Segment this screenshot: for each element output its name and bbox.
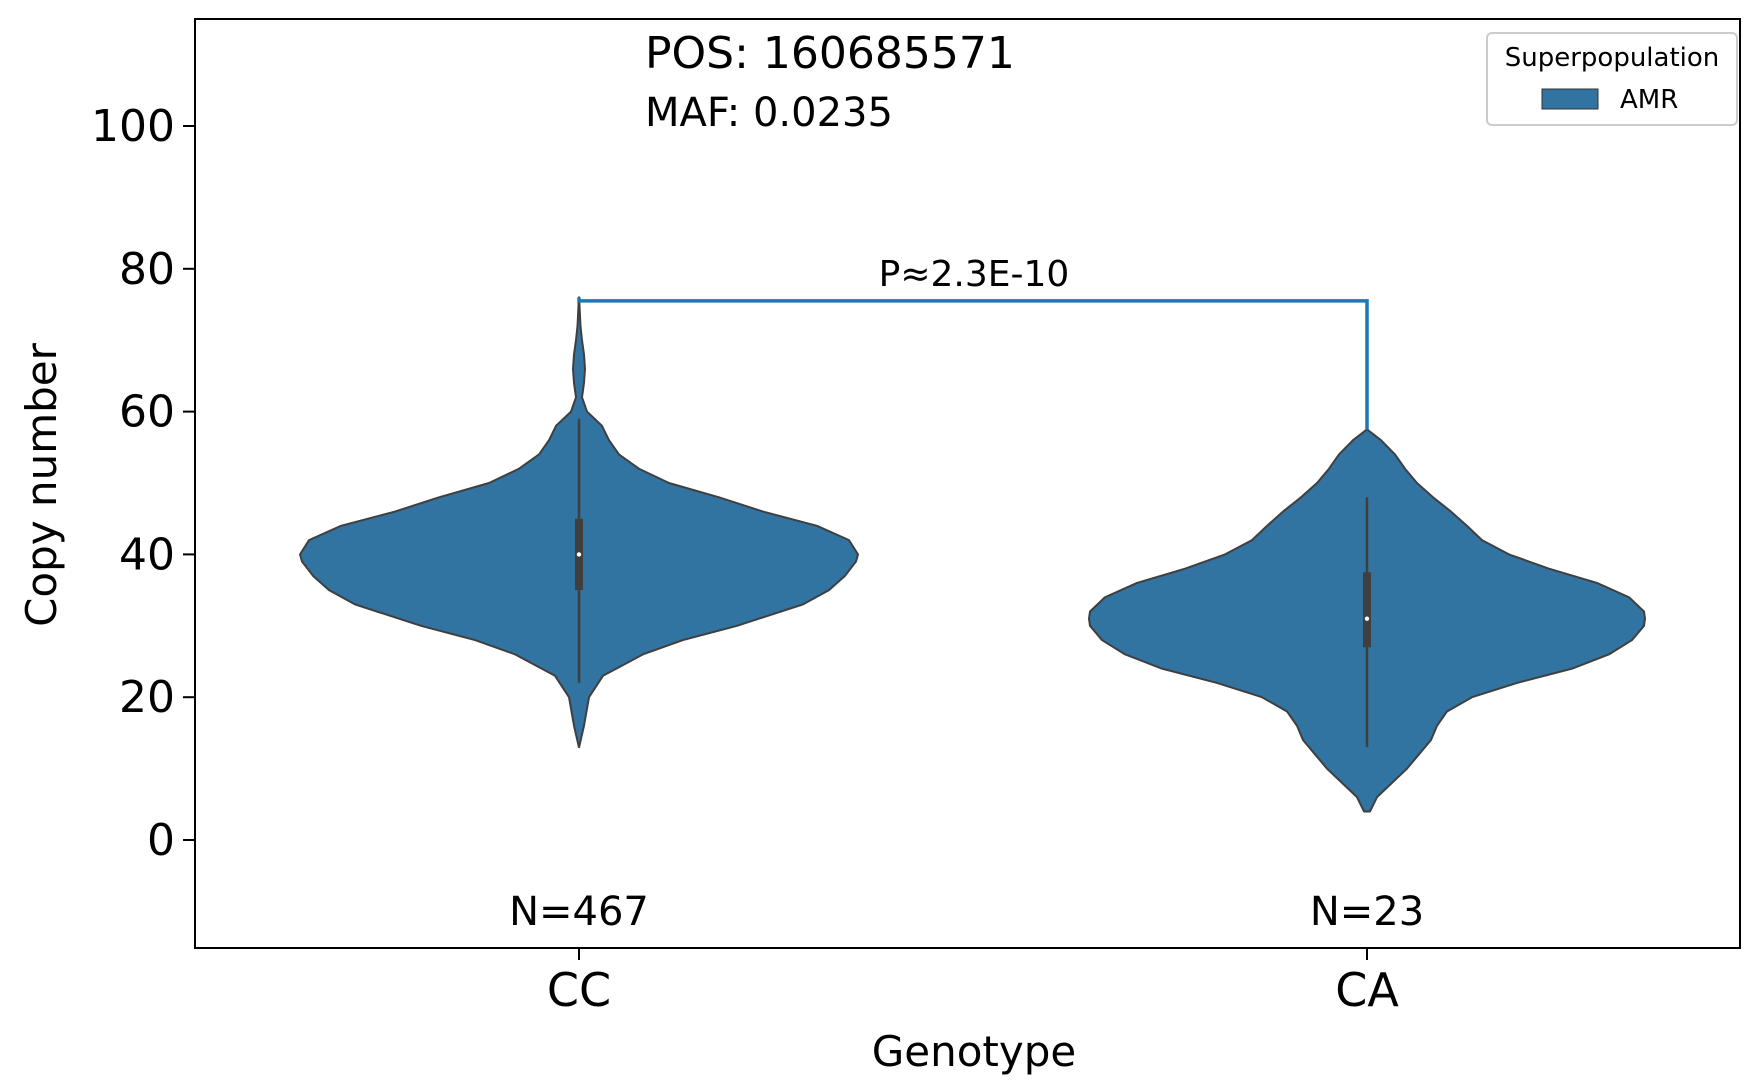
maf-annotation: MAF: 0.0235 [645,90,893,136]
n-label-ca: N=23 [1310,889,1424,935]
x-axis-title: Genotype [872,1027,1077,1076]
legend: Superpopulation AMR [1486,32,1738,126]
legend-title: Superpopulation [1505,43,1720,73]
y-tick-label: 0 [147,815,175,866]
significance-bracket [577,297,1369,430]
x-tick-label-cc: CC [547,963,611,1017]
plot-frame [194,18,1741,949]
y-tick-label: 100 [91,101,175,152]
violins-layer: N=467 N=23 [299,296,1646,935]
x-axis: CC CA [547,948,1399,1017]
legend-entry-amr: AMR [1620,85,1678,115]
pvalue-annotation: P≈2.3E-10 [879,254,1070,295]
iqr-box-ca [1363,572,1371,648]
median-marker-ca [1364,616,1370,621]
y-tick-label: 60 [119,387,175,438]
legend-swatch-amr [1541,88,1599,110]
x-tick-label-ca: CA [1335,963,1399,1017]
position-annotation: POS: 160685571 [645,28,1015,79]
n-label-cc: N=467 [509,889,649,935]
median-marker-cc [576,552,582,557]
y-tick-label: 40 [119,529,175,580]
y-axis-title: Copy number [17,342,66,627]
bracket-line [577,297,1369,430]
y-tick-label: 20 [119,672,175,723]
y-tick-label: 80 [119,244,175,295]
y-axis: 0 20 40 60 80 100 [91,101,195,866]
